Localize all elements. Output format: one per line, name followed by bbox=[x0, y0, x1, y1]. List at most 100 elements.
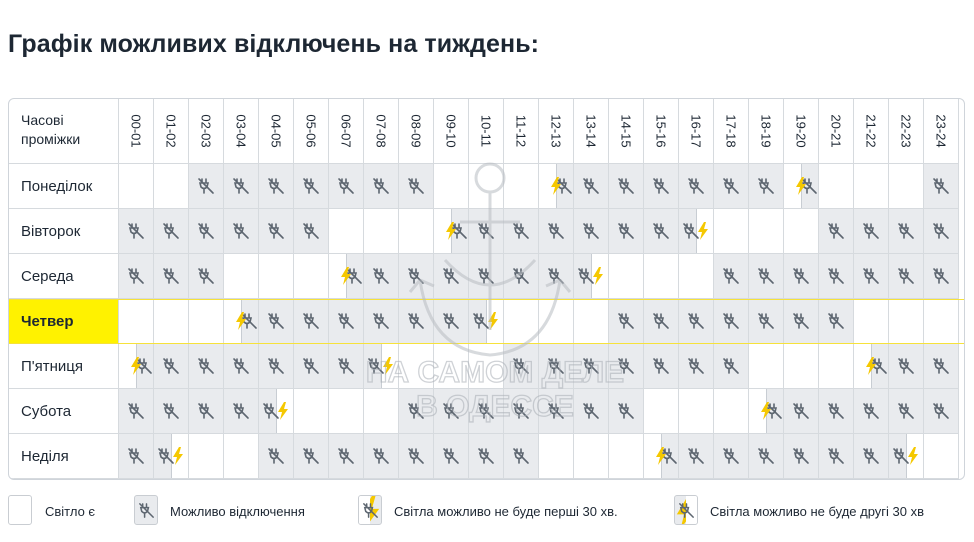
schedule-cell-off bbox=[714, 344, 749, 389]
schedule-cell-light bbox=[224, 254, 259, 299]
schedule-cell-off bbox=[819, 299, 854, 344]
plug-off-icon bbox=[478, 403, 494, 419]
day-label: Субота bbox=[9, 389, 119, 434]
plug-off-icon bbox=[198, 358, 214, 374]
schedule-cell-off bbox=[924, 254, 959, 299]
plug-off-icon bbox=[513, 448, 529, 464]
plug-off-icon bbox=[373, 268, 389, 284]
plug-off-icon bbox=[723, 268, 739, 284]
hour-header: 12-13 bbox=[539, 99, 574, 164]
schedule-cell-off bbox=[924, 209, 959, 254]
plug-off-icon bbox=[443, 448, 459, 464]
plug-off-icon bbox=[128, 403, 144, 419]
schedule-cell-off bbox=[889, 389, 924, 434]
schedule-cell-off bbox=[819, 209, 854, 254]
schedule-cell-off bbox=[539, 254, 574, 299]
schedule-cell-light bbox=[224, 434, 259, 479]
plug-off-icon bbox=[898, 403, 914, 419]
plug-off-icon bbox=[661, 448, 677, 464]
plug-off-icon bbox=[578, 268, 594, 284]
plug-off-icon bbox=[688, 448, 704, 464]
hour-header: 10-11 bbox=[469, 99, 504, 164]
schedule-cell-off bbox=[609, 344, 644, 389]
schedule-cell-off bbox=[854, 254, 889, 299]
schedule-cell-off bbox=[679, 434, 714, 479]
schedule-cell-off bbox=[574, 209, 609, 254]
hour-header: 14-15 bbox=[609, 99, 644, 164]
schedule-cell-off bbox=[679, 344, 714, 389]
schedule-cell-light bbox=[189, 434, 224, 479]
lightning-bolt-icon bbox=[236, 312, 246, 330]
schedule-cell-off bbox=[329, 299, 364, 344]
schedule-cell-light bbox=[574, 299, 609, 344]
plug-off-icon bbox=[723, 358, 739, 374]
plug-off-icon bbox=[268, 448, 284, 464]
schedule-cell-light bbox=[539, 434, 574, 479]
schedule-cell-first bbox=[224, 299, 259, 344]
schedule-cell-off bbox=[294, 299, 329, 344]
hour-header-label: 11-12 bbox=[513, 114, 529, 148]
schedule-cell-off bbox=[749, 164, 784, 209]
schedule-cell-off bbox=[924, 389, 959, 434]
hour-header-label: 12-13 bbox=[548, 114, 564, 148]
schedule-cell-first bbox=[644, 434, 679, 479]
schedule-cell-off bbox=[294, 344, 329, 389]
legend-light-label: Світло є bbox=[45, 504, 96, 519]
plug-off-icon bbox=[163, 268, 179, 284]
schedule-cell-off bbox=[784, 434, 819, 479]
plug-off-icon bbox=[408, 403, 424, 419]
plug-off-icon bbox=[793, 448, 809, 464]
schedule-cell-off bbox=[224, 164, 259, 209]
plug-off-icon bbox=[158, 448, 174, 464]
legend-possible-swatch bbox=[134, 495, 158, 525]
schedule-cell-second bbox=[889, 434, 924, 479]
plug-off-icon bbox=[513, 358, 529, 374]
lightning-bolt-icon bbox=[908, 447, 918, 465]
schedule-cell-light bbox=[889, 164, 924, 209]
schedule-cell-off bbox=[224, 209, 259, 254]
hour-header-label: 21-22 bbox=[863, 114, 879, 148]
plug-off-icon bbox=[478, 223, 494, 239]
plug-off-icon bbox=[556, 178, 572, 194]
hour-header-label: 17-18 bbox=[723, 114, 739, 148]
schedule-cell-off bbox=[469, 209, 504, 254]
plug-off-icon bbox=[268, 223, 284, 239]
plug-off-icon bbox=[618, 358, 634, 374]
plug-off-icon bbox=[618, 403, 634, 419]
plug-off-icon bbox=[933, 223, 949, 239]
schedule-cell-light bbox=[399, 209, 434, 254]
hour-header: 11-12 bbox=[504, 99, 539, 164]
schedule-cell-light bbox=[329, 389, 364, 434]
plug-off-icon bbox=[758, 448, 774, 464]
plug-off-icon bbox=[408, 313, 424, 329]
hour-header: 22-23 bbox=[889, 99, 924, 164]
hour-header: 03-04 bbox=[224, 99, 259, 164]
plug-off-icon bbox=[828, 268, 844, 284]
schedule-cell-off bbox=[469, 434, 504, 479]
plug-off-icon bbox=[303, 178, 319, 194]
plug-off-icon bbox=[443, 268, 459, 284]
plug-off-icon bbox=[198, 178, 214, 194]
plug-off-icon bbox=[933, 403, 949, 419]
schedule-cell-off bbox=[504, 344, 539, 389]
plug-off-icon bbox=[793, 268, 809, 284]
schedule-cell-first bbox=[749, 389, 784, 434]
day-label: Вівторок bbox=[9, 209, 119, 254]
legend-second-label: Світла можливо не буде другі 30 хв bbox=[710, 504, 925, 519]
schedule-cell-light bbox=[679, 389, 714, 434]
plug-off-icon bbox=[408, 178, 424, 194]
schedule-cell-off bbox=[189, 389, 224, 434]
plug-off-icon bbox=[583, 403, 599, 419]
time-slots-header: Часові проміжки bbox=[9, 99, 119, 164]
schedule-cell-off bbox=[504, 254, 539, 299]
plug-off-icon bbox=[893, 448, 909, 464]
plug-off-icon bbox=[303, 448, 319, 464]
schedule-cell-off bbox=[399, 254, 434, 299]
schedule-cell-off bbox=[119, 434, 154, 479]
schedule-cell-off bbox=[434, 254, 469, 299]
hour-header-label: 01-02 bbox=[163, 114, 179, 148]
plug-off-icon bbox=[548, 358, 564, 374]
schedule-cell-off bbox=[434, 434, 469, 479]
schedule-cell-off bbox=[469, 254, 504, 299]
hour-header-label: 23-24 bbox=[933, 114, 949, 148]
